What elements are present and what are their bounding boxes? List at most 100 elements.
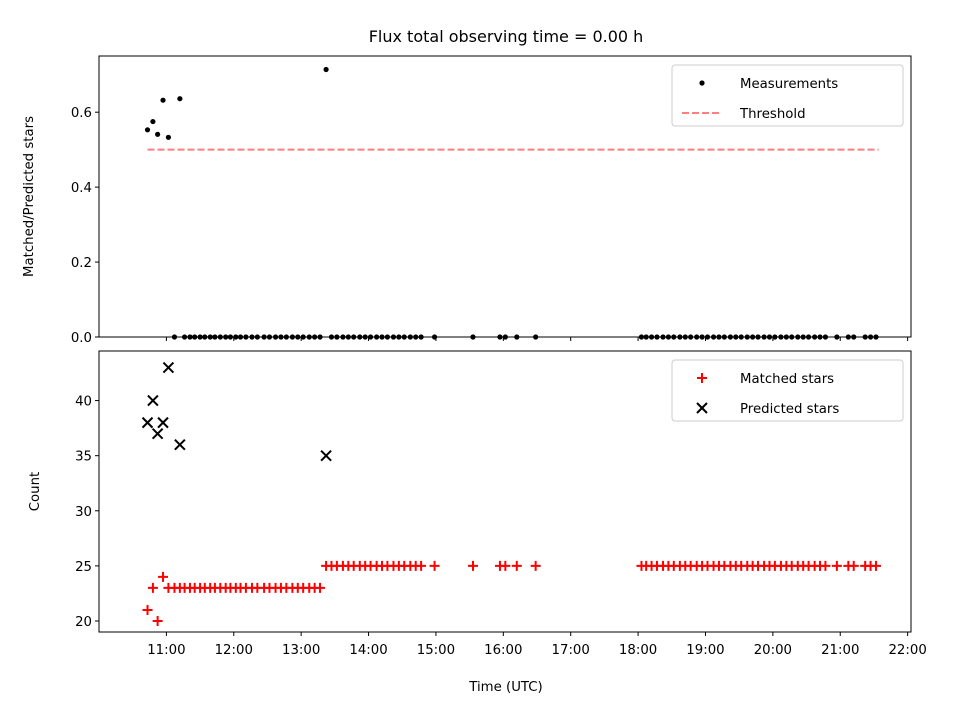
matched-star-point xyxy=(870,560,881,571)
data-point xyxy=(688,334,694,340)
predicted-star-point xyxy=(147,394,159,407)
data-point xyxy=(750,334,756,340)
data-point xyxy=(867,334,874,340)
predicted-star-point xyxy=(157,416,169,429)
matched-star-point xyxy=(152,615,163,626)
data-point xyxy=(367,334,374,340)
plot-frame xyxy=(98,350,912,633)
x-tick-label: 21:00 xyxy=(821,643,859,658)
data-point xyxy=(384,334,391,340)
legend-label: Matched stars xyxy=(740,372,834,387)
matched-star-point xyxy=(511,560,522,571)
legend-frame xyxy=(671,359,904,422)
y-tick-label: 0.2 xyxy=(71,256,92,271)
x-tick-label: 22:00 xyxy=(888,643,926,658)
data-point xyxy=(407,334,413,340)
legend-marker xyxy=(699,80,705,86)
data-point xyxy=(150,118,156,125)
matched-star-point xyxy=(848,560,859,571)
data-point xyxy=(227,334,234,340)
x-tick-label: 13:00 xyxy=(282,643,320,658)
data-point xyxy=(328,334,335,340)
x-tick-label: 19:00 xyxy=(686,643,724,658)
x-tick-label: 20:00 xyxy=(754,643,792,658)
x-tick-label: 17:00 xyxy=(552,643,590,658)
data-point xyxy=(187,334,193,340)
data-point xyxy=(390,334,397,340)
data-point xyxy=(783,334,789,340)
data-point xyxy=(379,334,385,340)
legend: Measurements Threshold xyxy=(671,64,904,127)
y-tick-label: 35 xyxy=(75,450,92,465)
data-point xyxy=(789,334,795,340)
data-point xyxy=(862,334,868,340)
data-point xyxy=(766,334,773,340)
data-point xyxy=(716,334,722,340)
x-tick-label: 16:00 xyxy=(484,643,522,658)
matched-star-point xyxy=(500,560,511,571)
data-point xyxy=(323,66,329,73)
chart-title: Flux total observing time = 0.00 h xyxy=(369,27,644,46)
data-point xyxy=(665,334,672,340)
legend-marker xyxy=(697,373,707,383)
data-point xyxy=(362,334,368,340)
data-point xyxy=(334,334,340,340)
matched-star-point xyxy=(467,560,478,571)
y-axis-label: Count xyxy=(28,472,43,512)
data-point xyxy=(351,334,357,340)
data-point xyxy=(181,334,188,340)
data-point xyxy=(502,334,508,340)
data-point xyxy=(306,334,312,340)
data-point xyxy=(289,334,295,340)
data-point xyxy=(217,334,223,340)
data-point xyxy=(283,334,289,340)
data-point xyxy=(177,96,183,102)
x-tick-label: 18:00 xyxy=(619,643,657,658)
data-point xyxy=(237,334,244,340)
count-panel: 20 25 30 35 40 11:00 12:00 13:00 14:00 15:00 16:00… xyxy=(28,350,927,658)
data-point xyxy=(192,334,198,340)
data-point xyxy=(340,334,346,340)
data-point xyxy=(171,334,178,340)
data-point xyxy=(533,334,539,340)
x-axis-label: Time (UTC) xyxy=(468,680,543,695)
matched-star-point xyxy=(158,571,169,582)
predicted-star-point xyxy=(151,427,164,440)
data-point xyxy=(805,334,812,340)
data-point xyxy=(317,334,323,340)
data-point xyxy=(677,334,683,340)
data-point xyxy=(648,334,655,340)
data-point xyxy=(249,334,255,340)
data-point xyxy=(212,334,218,340)
data-point xyxy=(155,131,161,137)
legend-frame xyxy=(671,64,904,127)
data-point xyxy=(822,334,829,340)
legend-marker xyxy=(696,402,708,414)
matched-star-point xyxy=(142,604,153,615)
data-point xyxy=(694,334,700,340)
predicted-star-point xyxy=(320,449,332,462)
matched-star-point xyxy=(416,560,427,571)
x-tick-label: 15:00 xyxy=(417,643,455,658)
data-point xyxy=(834,334,840,340)
data-point xyxy=(727,334,734,340)
y-tick-label: 25 xyxy=(75,560,92,575)
data-point xyxy=(699,334,705,340)
y-tick-label: 20 xyxy=(75,615,92,630)
x-tick-label: 14:00 xyxy=(349,643,387,658)
x-tick-label: 12:00 xyxy=(215,643,253,658)
data-point xyxy=(165,134,172,140)
matched-star-point xyxy=(530,560,541,571)
matched-star-point xyxy=(831,560,842,571)
data-point xyxy=(654,334,660,340)
ratio-panel: 0.0 0.2 0.4 0.6 Matched/Predicted stars Measu… xyxy=(22,55,912,346)
matched-star-point xyxy=(315,582,326,593)
data-point xyxy=(671,334,677,340)
data-point xyxy=(396,334,402,340)
data-point xyxy=(278,334,284,340)
y-tick-label: 0.0 xyxy=(71,331,92,346)
data-point xyxy=(300,334,306,340)
data-point xyxy=(243,334,249,340)
data-point xyxy=(851,334,857,340)
